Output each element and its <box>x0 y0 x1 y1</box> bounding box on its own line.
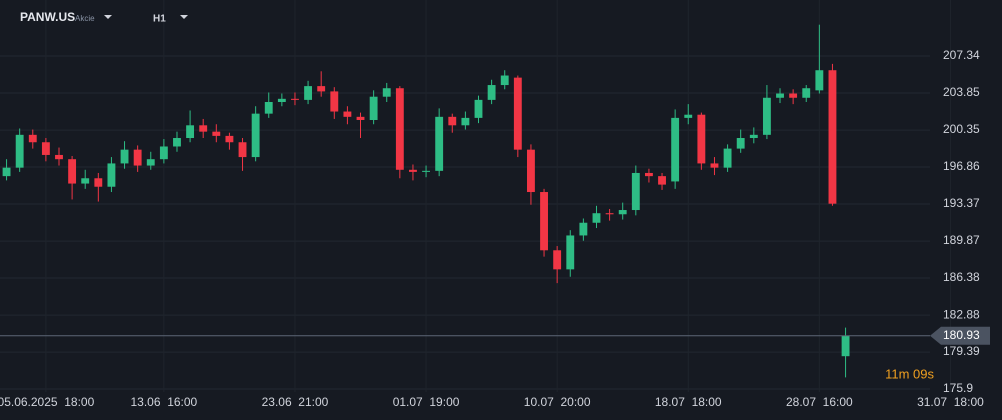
candle-body <box>55 154 63 160</box>
candle-body <box>94 178 103 187</box>
candle-body <box>186 125 195 139</box>
candle-body <box>540 192 548 251</box>
candle-body <box>146 159 155 166</box>
candle-body <box>697 114 706 164</box>
candles <box>0 24 930 378</box>
y-tick-label: 179.39 <box>943 344 980 358</box>
candle-body <box>579 222 588 236</box>
candle-body <box>435 116 444 171</box>
candle-body <box>671 117 680 182</box>
candle-body <box>631 172 640 211</box>
candle-body <box>789 93 798 98</box>
candle-body <box>395 88 404 170</box>
candle-body <box>212 131 221 136</box>
candle-body <box>291 98 299 100</box>
instrument-type: Akcie <box>75 14 95 23</box>
timeframe-dropdown[interactable] <box>180 15 188 19</box>
candle-body <box>644 172 653 177</box>
candle-body <box>828 70 837 204</box>
candle-body <box>500 75 509 86</box>
candle-body <box>238 142 247 158</box>
candle-body <box>409 169 417 172</box>
candle-timer: 11m 09s <box>885 366 934 381</box>
candle-body <box>527 149 535 193</box>
y-tick-label: 196.86 <box>943 159 980 173</box>
candle-body <box>474 99 483 118</box>
candle-body <box>277 98 286 102</box>
candle-body <box>684 114 693 118</box>
candle-body <box>802 88 811 98</box>
candle-body <box>317 86 326 92</box>
x-tick-label: 01.07 19:00 <box>393 395 460 409</box>
candle-body <box>173 138 181 147</box>
candle-body <box>343 111 352 117</box>
candle-body <box>710 163 719 168</box>
candle-body <box>159 146 168 160</box>
candle-body <box>15 134 24 168</box>
candle-body <box>762 97 771 135</box>
candle-body <box>461 117 470 126</box>
candle-body <box>225 135 234 143</box>
symbol-dropdown[interactable] <box>104 15 112 19</box>
y-tick-label: 189.87 <box>943 233 980 247</box>
x-tick-label: 10.07 20:00 <box>524 395 591 409</box>
x-tick-label: 18.07 18:00 <box>655 395 722 409</box>
labels: 175.9 179.39 182.88 186.38 189.87 193.37 196.8… <box>0 48 990 409</box>
candle-body <box>592 213 601 223</box>
candle-body <box>304 86 313 100</box>
candle-body <box>513 77 522 150</box>
candle-body <box>81 178 90 184</box>
candle-body <box>658 176 666 185</box>
candle-body <box>330 91 339 112</box>
candle-body <box>133 149 142 166</box>
x-tick-label: 23.06 21:00 <box>262 395 329 409</box>
candle-body <box>841 335 850 357</box>
x-tick-label: 28.07 16:00 <box>786 395 853 409</box>
candle-body <box>815 70 824 91</box>
candle-body <box>723 148 732 168</box>
candle-body <box>553 250 562 270</box>
candle-body <box>605 213 614 215</box>
y-tick-label: 182.88 <box>943 307 980 321</box>
candle-body <box>776 93 784 98</box>
x-tick-label: 13.06 16:00 <box>131 395 198 409</box>
y-tick-label: 175.9 <box>943 381 973 395</box>
y-tick-label: 186.38 <box>943 270 980 284</box>
candle-body <box>2 167 11 177</box>
timeframe[interactable]: H1 <box>153 14 166 25</box>
grid <box>0 55 930 390</box>
candle-body <box>736 138 745 149</box>
candle-body <box>356 116 365 121</box>
current-price-box <box>930 326 990 345</box>
candle-body <box>251 113 260 158</box>
x-tick-label: 05.06.2025 18:00 <box>0 395 95 409</box>
candle-body <box>28 134 37 143</box>
candle-body <box>68 159 77 184</box>
candle-body <box>41 142 50 155</box>
symbol[interactable]: PANW.US <box>20 10 75 24</box>
candle-body <box>369 96 378 121</box>
y-tick-label: 193.37 <box>943 196 980 210</box>
candle-body <box>566 235 575 270</box>
y-tick-label: 203.85 <box>943 85 980 99</box>
candle-body <box>618 210 627 215</box>
candle-body <box>107 163 116 187</box>
current-price-label: 180.93 <box>943 328 980 342</box>
x-tick-label: 31.07 18:00 <box>917 395 984 409</box>
candle-body <box>422 170 430 172</box>
candle-body <box>120 149 129 164</box>
candle-body <box>487 85 496 100</box>
candle-body <box>749 134 758 139</box>
y-tick-label: 207.34 <box>943 48 980 62</box>
candle-body <box>448 116 457 126</box>
y-tick-label: 200.35 <box>943 122 980 136</box>
candle-body <box>199 125 208 132</box>
candle-body <box>264 101 273 114</box>
candle-body <box>382 88 391 97</box>
